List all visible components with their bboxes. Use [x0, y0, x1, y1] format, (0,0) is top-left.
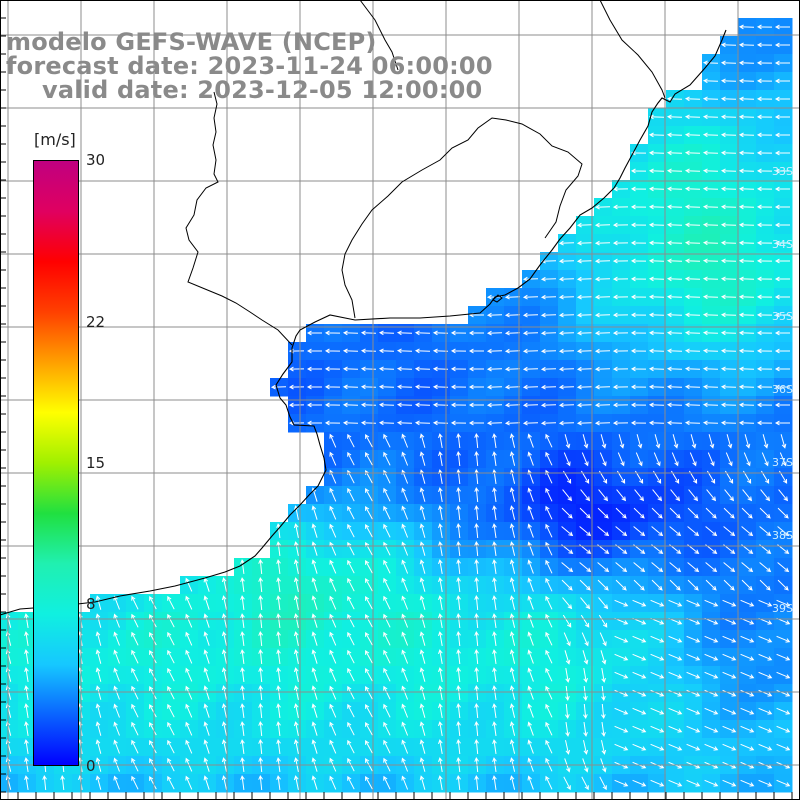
- colorbar-tick-label: 22: [86, 312, 106, 331]
- coastline: [0, 29, 727, 616]
- colorbar-tick-label: 8: [86, 595, 96, 614]
- latitude-label: 37S: [772, 456, 793, 469]
- valid-date: valid date: 2023-12-05 12:00:00: [42, 76, 483, 104]
- border-line: [599, 0, 666, 99]
- border-line: [341, 117, 583, 319]
- title-block: modelo GEFS-WAVE (NCEP) forecast date: 2…: [6, 30, 493, 102]
- colorbar-tick-label: 30: [86, 151, 106, 169]
- latitude-label: 39S: [772, 602, 793, 615]
- model-title: modelo GEFS-WAVE (NCEP): [6, 28, 377, 56]
- colorbar: [33, 160, 79, 766]
- island-outline: [492, 294, 503, 303]
- latitude-label: 36S: [772, 383, 793, 396]
- border-line: [185, 91, 293, 346]
- colorbar-tick-label: 15: [86, 454, 106, 472]
- latitude-label: 33S: [772, 165, 793, 178]
- colorbar-units: [m/s]: [34, 130, 76, 149]
- latitude-label: 35S: [772, 310, 793, 323]
- latitude-label: 38S: [772, 529, 793, 542]
- latitude-label: 34S: [772, 238, 793, 251]
- border-line: [359, 0, 399, 71]
- colorbar-tick-label: 0: [86, 757, 96, 775]
- forecast-date: forecast date: 2023-11-24 06:00:00: [6, 52, 493, 80]
